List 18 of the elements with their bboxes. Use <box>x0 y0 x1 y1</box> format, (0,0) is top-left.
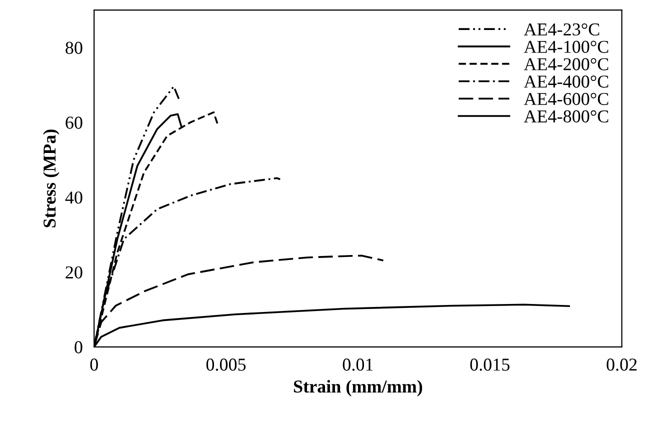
legend-label: AE4-23°C <box>524 23 600 36</box>
legend-label: AE4-800°C <box>524 110 608 122</box>
y-axis-title: Stress (MPa) <box>43 130 60 228</box>
x-tick-label: 0.015 <box>470 358 510 371</box>
x-tick-label: 0 <box>90 358 98 371</box>
x-tick-label: 0.02 <box>606 358 637 371</box>
x-tick-label: 0.01 <box>342 358 373 371</box>
legend-label: AE4-400°C <box>524 76 608 88</box>
y-tick-label: 40 <box>65 191 82 204</box>
y-tick-label: 20 <box>66 266 82 278</box>
legend-label: AE4-200°C <box>524 58 608 70</box>
legend-label: AE4-600°C <box>524 92 608 106</box>
y-tick-label: 0 <box>74 341 82 354</box>
x-axis-title: Strain (mm/mm) <box>294 380 422 396</box>
x-tick-label: 0.005 <box>206 358 246 371</box>
legend-label: AE4-100°C <box>524 40 608 53</box>
y-tick-label: 80 <box>66 42 82 54</box>
y-tick-label: 60 <box>66 116 82 129</box>
